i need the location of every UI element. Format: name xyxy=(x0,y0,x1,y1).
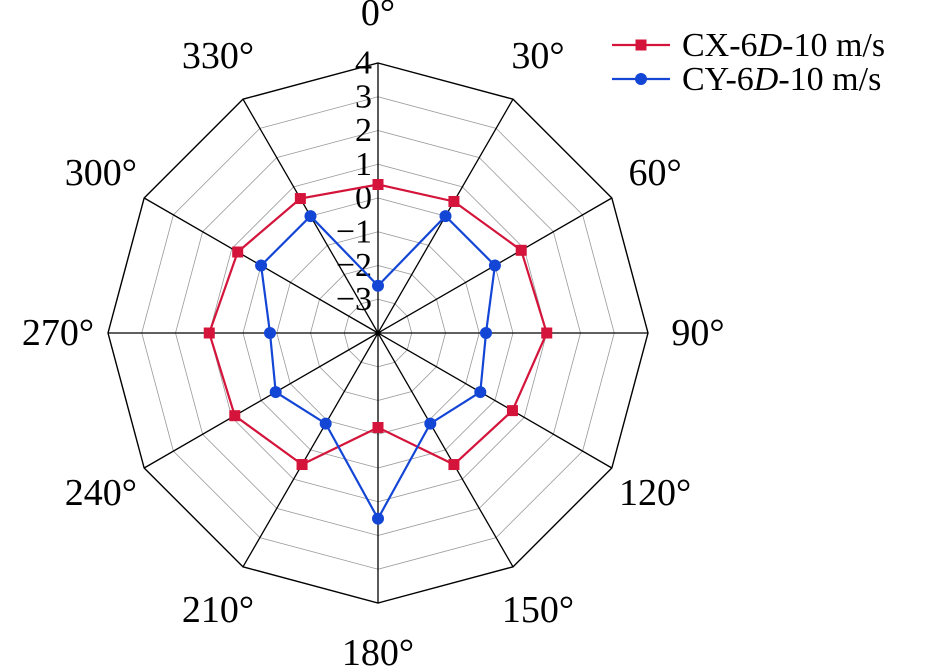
angle-label: 150° xyxy=(502,589,574,631)
legend-marker xyxy=(635,73,647,85)
data-point xyxy=(372,279,384,292)
data-point xyxy=(255,259,268,272)
radial-tick-label: 2 xyxy=(355,112,372,149)
data-point xyxy=(304,210,317,223)
data-point xyxy=(488,259,501,272)
radial-tick-label: −1 xyxy=(336,213,372,250)
angle-label: 330° xyxy=(182,35,254,77)
data-point xyxy=(506,405,518,417)
angle-label: 180° xyxy=(342,632,414,672)
radial-tick-label: 1 xyxy=(355,146,372,183)
angle-labels: 0° 30° 60° 90° 120° 150° 180° 210° 240° 270° 300° 3… xyxy=(22,0,725,672)
spoke-7 xyxy=(242,332,379,568)
data-point xyxy=(480,327,492,339)
angle-label: 0° xyxy=(361,0,395,34)
angle-label: 300° xyxy=(65,152,137,194)
data-point xyxy=(229,410,241,422)
radial-tick-label: −2 xyxy=(336,247,372,284)
data-point xyxy=(296,459,308,471)
legend-label: CY-6D-10 m/s xyxy=(682,61,881,98)
legend-item: CY-6D-10 m/s xyxy=(612,61,881,98)
data-point xyxy=(319,417,332,430)
angle-label: 90° xyxy=(671,312,724,354)
legend-label: CX-6D-10 m/s xyxy=(682,27,885,64)
data-point xyxy=(515,244,527,256)
radial-tick-label: 3 xyxy=(355,78,372,115)
angle-label: 270° xyxy=(22,312,94,354)
spoke-8 xyxy=(143,332,379,469)
spoke-5 xyxy=(377,332,514,568)
data-point xyxy=(448,195,460,207)
data-point xyxy=(203,327,215,339)
angle-label: 210° xyxy=(182,589,254,631)
radial-tick-label: −3 xyxy=(336,281,372,318)
spoke-4 xyxy=(377,332,613,469)
radial-tick-label: 4 xyxy=(355,45,372,82)
series-layer xyxy=(203,179,553,525)
angle-label: 30° xyxy=(511,35,564,77)
data-point xyxy=(372,422,384,433)
legend: CX-6D-10 m/sCY-6D-10 m/s xyxy=(612,27,885,98)
legend-item: CX-6D-10 m/s xyxy=(612,27,885,64)
data-point xyxy=(439,210,452,223)
angle-label: 240° xyxy=(65,472,137,514)
angle-label: 60° xyxy=(629,152,682,194)
angle-label: 120° xyxy=(619,472,691,514)
data-point xyxy=(541,327,553,339)
data-point xyxy=(448,459,460,471)
data-point xyxy=(372,179,384,190)
data-point xyxy=(264,327,276,339)
data-point xyxy=(294,193,306,205)
data-point xyxy=(372,512,384,525)
data-point xyxy=(269,386,282,399)
radar-spokes xyxy=(108,63,648,603)
data-point xyxy=(424,417,437,430)
series-1 xyxy=(203,179,553,471)
data-point xyxy=(474,386,487,399)
data-point xyxy=(232,246,244,258)
legend-marker xyxy=(635,39,647,51)
series-2 xyxy=(255,210,501,525)
